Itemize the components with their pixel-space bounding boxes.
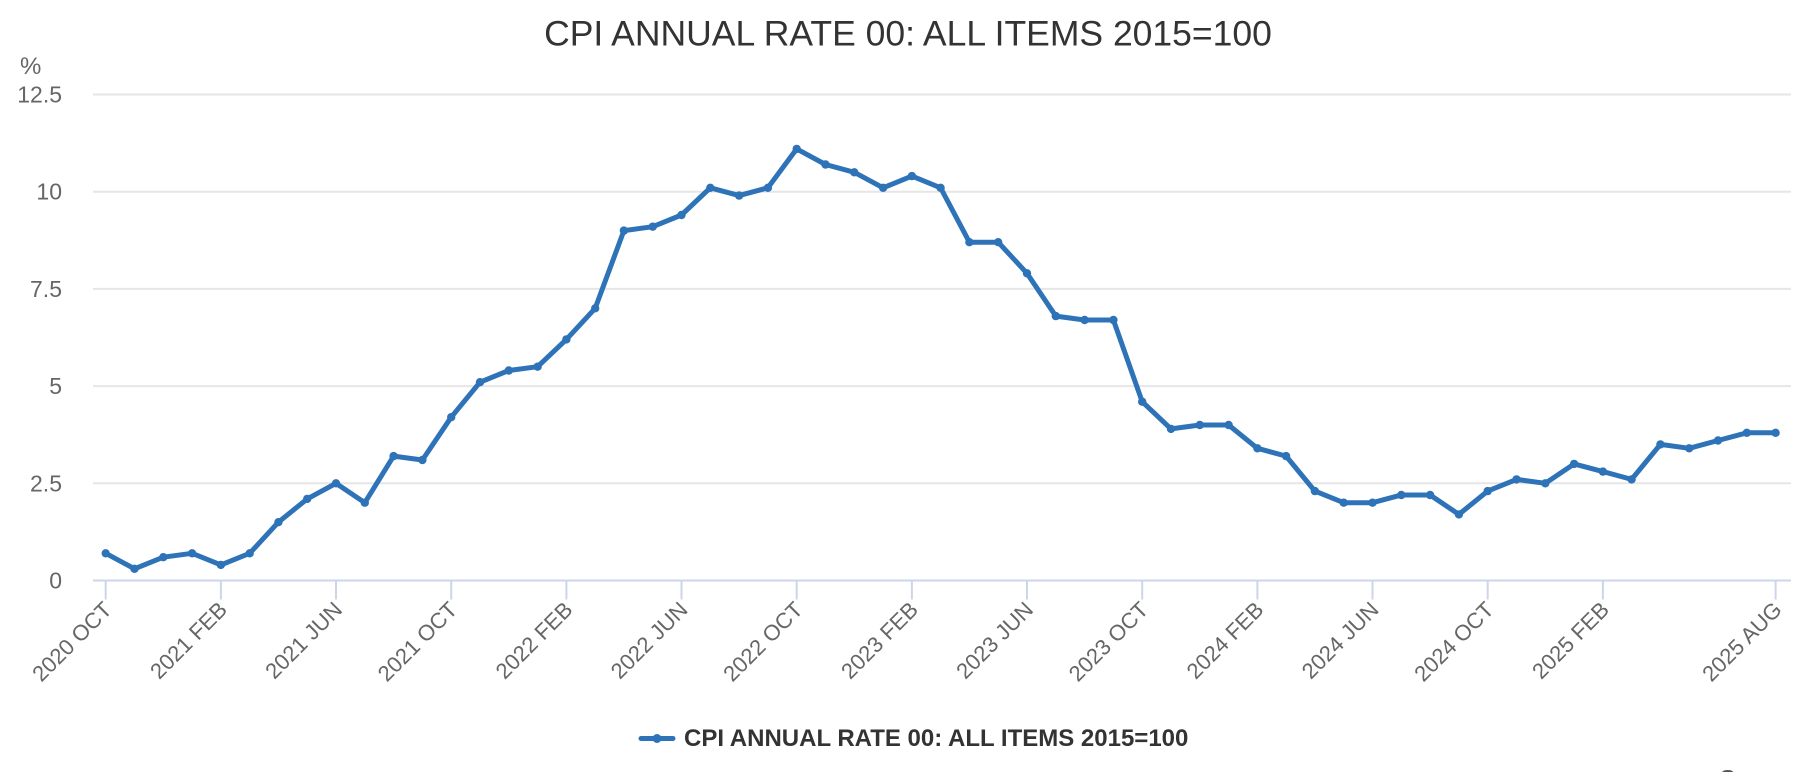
svg-text:5: 5: [49, 373, 62, 399]
svg-text:CPI ANNUAL RATE 00: ALL ITEMS: CPI ANNUAL RATE 00: ALL ITEMS 2015=100: [684, 725, 1188, 752]
svg-text:12.5: 12.5: [17, 82, 62, 108]
svg-text:CPI ANNUAL RATE 00: ALL ITEMS: CPI ANNUAL RATE 00: ALL ITEMS 2015=100: [544, 14, 1272, 54]
svg-text:10: 10: [36, 179, 62, 205]
svg-text:2.5: 2.5: [30, 470, 62, 496]
svg-text:0: 0: [49, 568, 62, 594]
svg-text:%: %: [20, 53, 41, 80]
svg-text:Source: Office for National St: Source: Office for National Statistics: [1720, 765, 1810, 772]
svg-text:7.5: 7.5: [30, 276, 62, 302]
